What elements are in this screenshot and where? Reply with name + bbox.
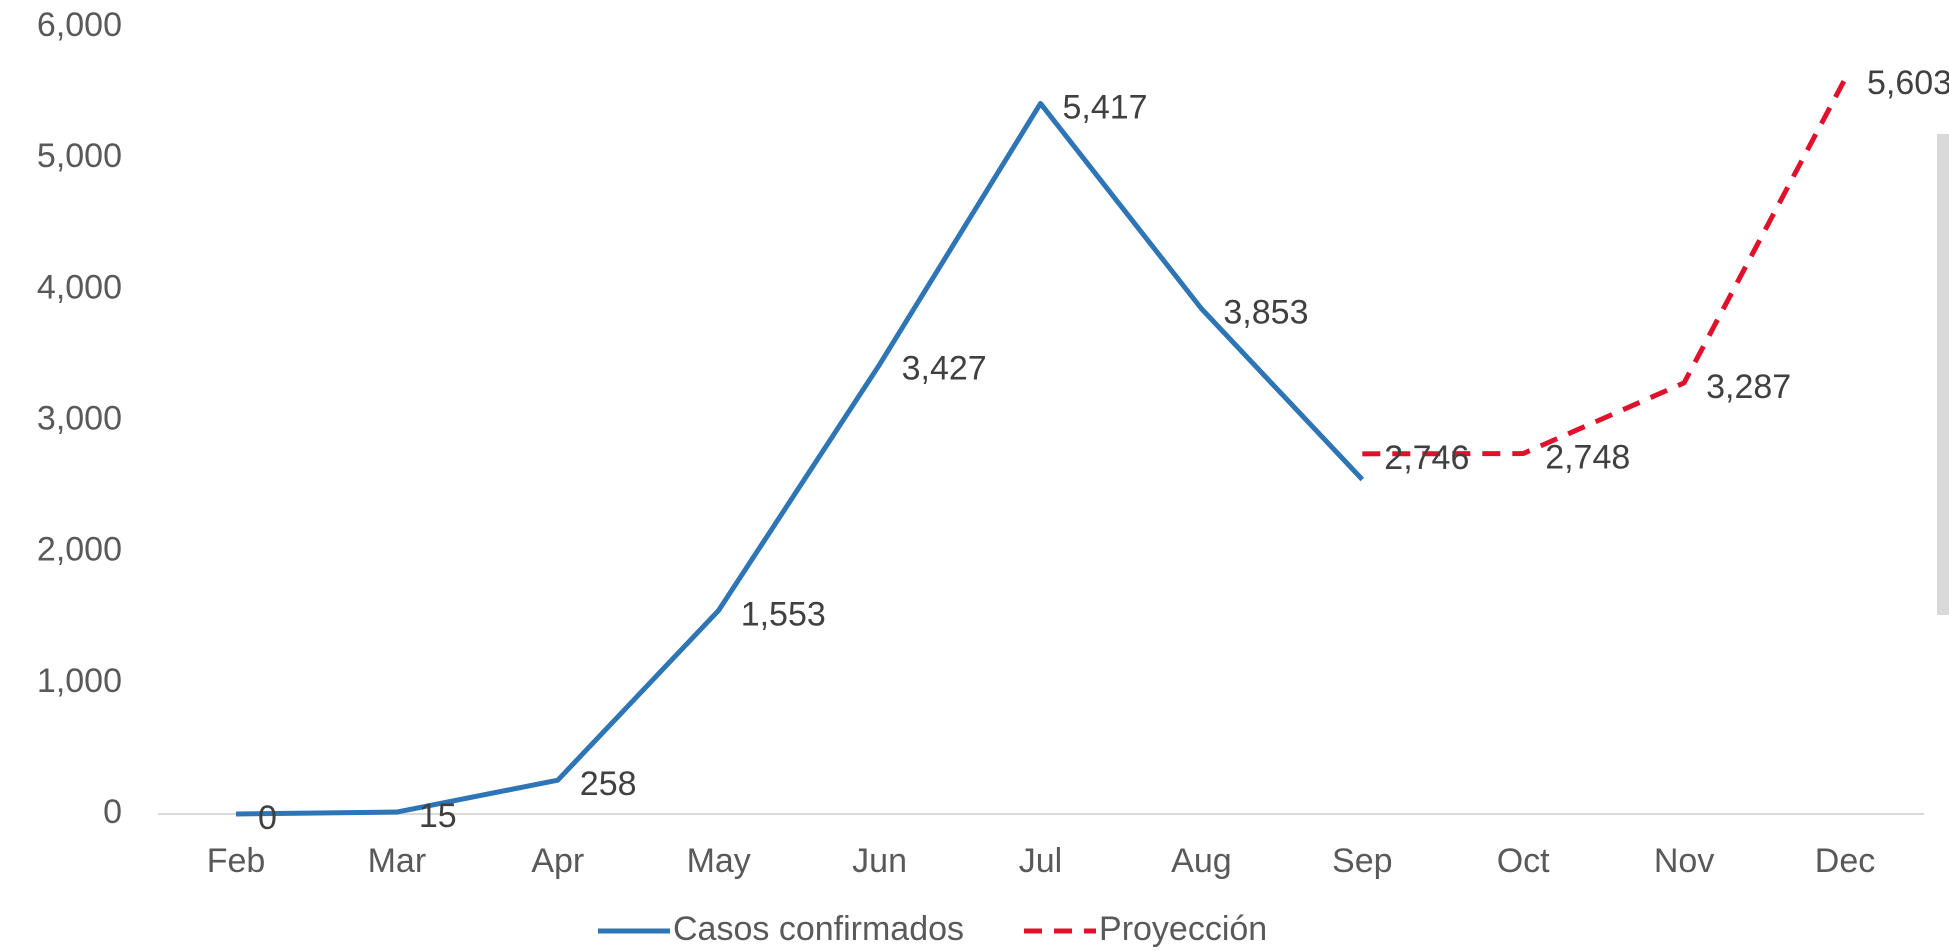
data-label: 15 (419, 797, 457, 835)
data-label: 0 (258, 799, 277, 837)
scrollbar (1937, 134, 1949, 615)
y-tick-label: 6,000 (37, 6, 122, 44)
x-tick-label: Sep (1332, 842, 1393, 880)
data-label: 5,603 (1867, 64, 1949, 102)
x-tick-label: Jul (1019, 842, 1062, 880)
y-tick-label: 5,000 (37, 137, 122, 175)
y-tick-label: 1,000 (37, 662, 122, 700)
data-label: 3,853 (1223, 294, 1308, 332)
x-tick-label: Mar (368, 842, 427, 880)
y-tick-label: 4,000 (37, 268, 122, 306)
x-tick-label: Dec (1815, 842, 1875, 880)
y-tick-label: 3,000 (37, 399, 122, 437)
y-tick-label: 2,000 (37, 531, 122, 569)
x-tick-label: Feb (207, 842, 266, 880)
legend-label: Casos confirmados (673, 910, 964, 948)
x-tick-label: Jun (852, 842, 907, 880)
series-line (235, 100, 1365, 817)
data-label: 258 (580, 765, 637, 803)
x-tick-label: Oct (1497, 842, 1550, 880)
data-label: 2,748 (1545, 439, 1630, 477)
y-tick-label: 0 (103, 793, 122, 831)
data-label: 2,746 (1384, 439, 1469, 477)
legend-label: Proyección (1099, 910, 1267, 948)
data-label: 1,553 (741, 595, 826, 633)
data-label: 3,287 (1706, 368, 1791, 406)
x-tick-label: Apr (531, 842, 584, 880)
x-tick-label: May (687, 842, 751, 880)
x-tick-label: Aug (1171, 842, 1232, 880)
data-label: 5,417 (1063, 88, 1148, 126)
x-tick-label: Nov (1654, 842, 1714, 880)
data-label: 3,427 (902, 349, 987, 387)
series-line (1362, 77, 1848, 457)
